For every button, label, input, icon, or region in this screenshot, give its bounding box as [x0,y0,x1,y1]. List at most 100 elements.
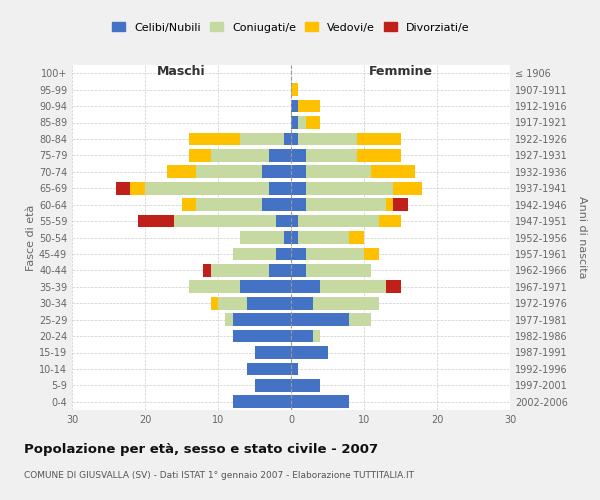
Bar [182,198,291,211]
Bar [291,198,393,211]
Bar [211,149,291,162]
Bar [291,182,393,194]
Bar [291,330,320,342]
Bar [291,248,305,260]
Bar [218,297,291,310]
Bar [291,362,298,376]
Bar [291,362,298,376]
Bar [254,346,291,359]
Bar [291,198,408,211]
Text: Femmine: Femmine [368,65,433,78]
Bar [291,280,386,293]
Bar [291,231,364,244]
Bar [291,149,401,162]
Bar [233,313,291,326]
Bar [116,182,291,194]
Bar [284,132,291,145]
Bar [233,396,291,408]
Bar [254,346,291,359]
Bar [240,231,291,244]
Bar [291,149,305,162]
Bar [233,330,291,342]
Bar [247,362,291,376]
Bar [211,264,291,277]
Bar [291,297,313,310]
Bar [167,166,291,178]
Bar [211,264,291,277]
Bar [291,280,401,293]
Bar [145,182,291,194]
Bar [254,379,291,392]
Bar [291,297,379,310]
Bar [291,166,305,178]
Bar [262,198,291,211]
Bar [277,214,291,228]
Bar [291,313,371,326]
Bar [233,396,291,408]
Bar [291,214,298,228]
Y-axis label: Fasce di età: Fasce di età [26,204,36,270]
Bar [284,231,291,244]
Bar [174,214,291,228]
Bar [240,132,291,145]
Bar [291,313,349,326]
Bar [291,280,386,293]
Bar [247,362,291,376]
Bar [277,248,291,260]
Bar [196,198,291,211]
Bar [291,198,305,211]
Bar [291,214,379,228]
Bar [291,214,401,228]
Bar [291,330,313,342]
Bar [291,132,401,145]
Bar [291,313,371,326]
Bar [226,313,291,326]
Bar [269,182,291,194]
Bar [291,116,320,129]
Bar [254,379,291,392]
Bar [291,396,349,408]
Bar [291,379,320,392]
Bar [291,231,349,244]
Bar [211,297,291,310]
Bar [174,214,291,228]
Bar [291,132,298,145]
Bar [254,379,291,392]
Bar [291,116,298,129]
Bar [196,166,291,178]
Bar [291,330,320,342]
Y-axis label: Anni di nascita: Anni di nascita [577,196,587,279]
Bar [269,149,291,162]
Bar [291,362,298,376]
Bar [291,83,298,96]
Bar [233,248,291,260]
Bar [291,379,320,392]
Bar [291,396,349,408]
Bar [291,149,356,162]
Bar [291,116,305,129]
Bar [240,280,291,293]
Bar [233,330,291,342]
Bar [233,248,291,260]
Bar [203,264,291,277]
Bar [226,313,291,326]
Bar [291,346,328,359]
Bar [291,182,422,194]
Text: Maschi: Maschi [157,65,206,78]
Bar [291,379,320,392]
Bar [189,280,291,293]
Bar [291,248,364,260]
Bar [291,264,305,277]
Bar [189,149,291,162]
Bar [291,346,328,359]
Bar [291,396,349,408]
Bar [247,362,291,376]
Bar [189,280,291,293]
Bar [291,132,356,145]
Bar [240,231,291,244]
Text: COMUNE DI GIUSVALLA (SV) - Dati ISTAT 1° gennaio 2007 - Elaborazione TUTTITALIA.: COMUNE DI GIUSVALLA (SV) - Dati ISTAT 1°… [24,471,414,480]
Bar [254,346,291,359]
Bar [291,166,415,178]
Bar [291,297,379,310]
Bar [233,396,291,408]
